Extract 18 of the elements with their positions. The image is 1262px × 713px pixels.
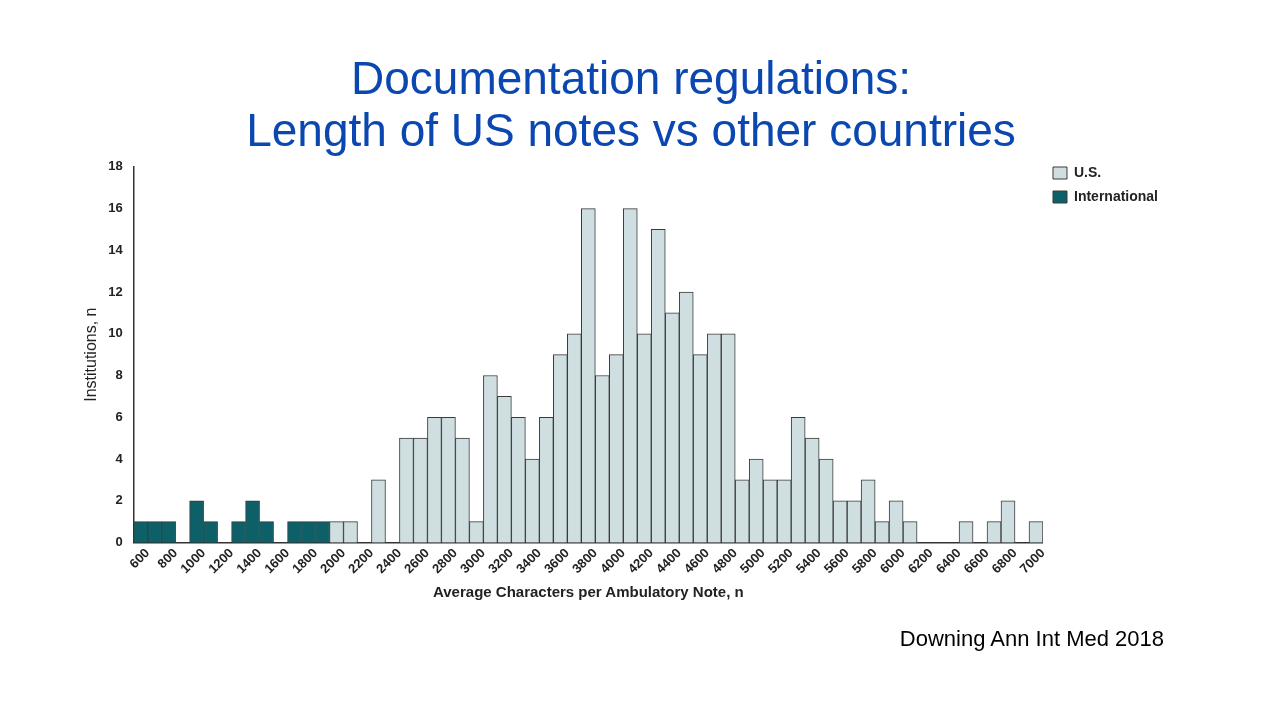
x-tick-label: 600 <box>126 545 153 572</box>
x-tick-label: 800 <box>154 545 181 572</box>
x-axis-title: Average Characters per Ambulatory Note, n <box>433 583 744 601</box>
chart-title: Documentation regulations: Length of US notes vs other countries <box>245 52 1017 156</box>
y-tick-label: 16 <box>108 200 123 216</box>
text: Downing Ann Int Med 2018 <box>898 626 1164 652</box>
y-tick-label: 10 <box>108 325 123 341</box>
y-tick-label: 14 <box>108 241 124 257</box>
y-axis-title: Institutions, n <box>82 307 100 402</box>
y-tick-label: 4 <box>115 450 124 466</box>
y-tick-label: 12 <box>108 283 123 299</box>
y-tick-label: 18 <box>108 158 123 174</box>
y-tick-label: 8 <box>115 367 123 383</box>
legend-label: International <box>1073 187 1159 204</box>
y-tick-label: 0 <box>115 534 123 550</box>
y-tick-label: 6 <box>115 408 123 424</box>
legend-label: U.S. <box>1073 163 1102 180</box>
y-tick-label: 2 <box>115 492 123 508</box>
